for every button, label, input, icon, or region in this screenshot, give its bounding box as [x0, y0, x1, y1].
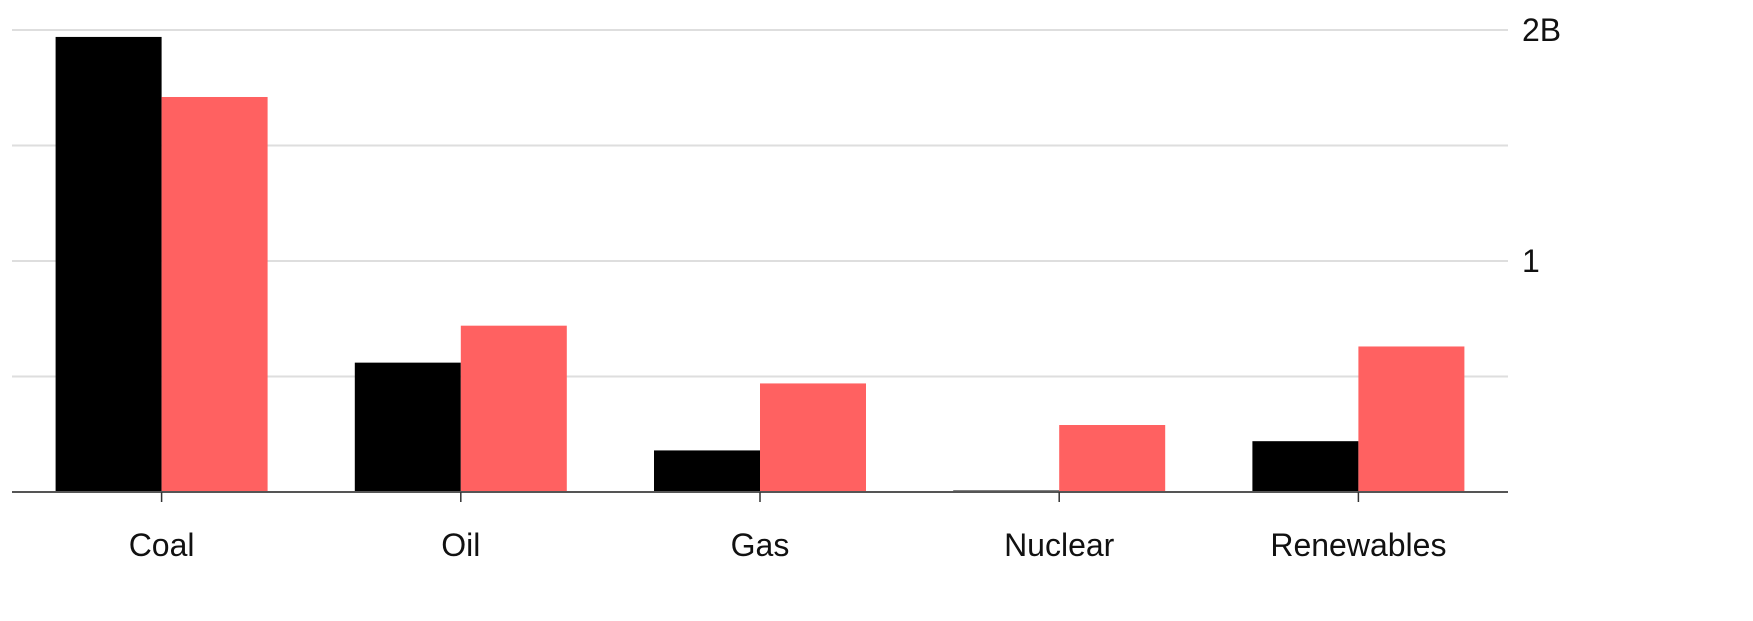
bar-gas-series-2	[760, 383, 866, 492]
x-tick-label-coal: Coal	[129, 527, 195, 563]
bar-nuclear-series-2	[1059, 425, 1166, 492]
x-tick-label-nuclear: Nuclear	[1004, 527, 1115, 563]
bar-gas-series-1	[654, 450, 760, 492]
x-tick-label-renewables: Renewables	[1270, 527, 1446, 563]
x-axis-labels: Coal Oil Gas Nuclear Renewables	[129, 527, 1447, 563]
x-axis	[12, 491, 1508, 502]
y-tick-label: 2B	[1522, 12, 1561, 48]
bar-renewables-series-2	[1358, 346, 1465, 492]
bars	[55, 36, 1465, 493]
bar-oil-series-1	[354, 362, 461, 492]
x-tick-label-gas: Gas	[731, 527, 790, 563]
bar-coal-series-2	[161, 96, 268, 493]
y-axis-labels: 1 2B	[1522, 12, 1561, 279]
bar-oil-series-2	[460, 325, 567, 492]
x-tick-label-oil: Oil	[441, 527, 480, 563]
bar-coal-series-1	[55, 36, 162, 493]
bar-renewables-series-1	[1252, 441, 1359, 492]
y-tick-label: 1	[1522, 243, 1540, 279]
